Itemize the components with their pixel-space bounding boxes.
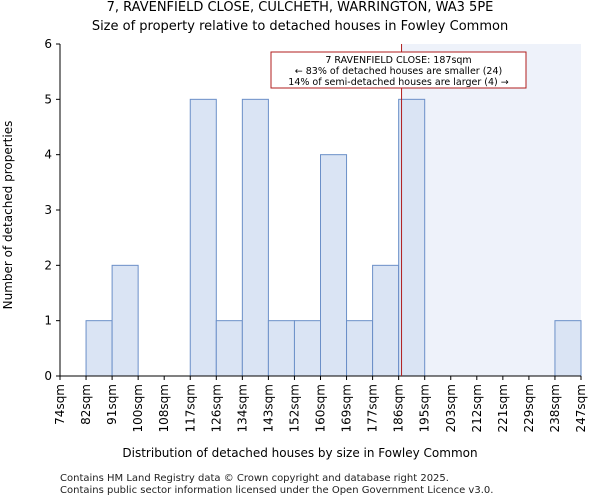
annotation-line: ← 83% of detached houses are smaller (24… — [295, 66, 502, 77]
histogram-bar — [293, 320, 322, 377]
y-tick-label: 4 — [44, 148, 52, 162]
histogram-bar — [215, 320, 243, 377]
histogram-bar — [346, 320, 374, 377]
histogram-bar — [85, 320, 113, 377]
x-tick-label: 91sqm — [105, 384, 119, 425]
x-tick-label: 238sqm — [548, 384, 562, 432]
histogram-bar — [554, 320, 582, 377]
x-tick-label: 186sqm — [392, 384, 406, 432]
annotation-line: 14% of semi-detached houses are larger (… — [288, 77, 508, 88]
footer-copyright: Contains HM Land Registry data © Crown c… — [60, 473, 449, 484]
histogram-chart: Number of detached properties Distributi… — [1, 37, 588, 460]
y-tick-label: 1 — [44, 314, 52, 328]
histogram-bar — [398, 98, 426, 377]
x-tick-label: 169sqm — [340, 384, 354, 432]
x-axis-label: Distribution of detached houses by size … — [122, 446, 477, 460]
x-tick-label: 221sqm — [496, 384, 510, 432]
histogram-bar — [320, 154, 348, 377]
y-tick-label: 2 — [44, 258, 52, 272]
x-tick-label: 229sqm — [522, 384, 536, 432]
y-tick-label: 5 — [44, 92, 52, 106]
y-tick-label: 6 — [44, 37, 52, 51]
chart-subtitle: Size of property relative to detached ho… — [91, 19, 509, 34]
chart-title: 7, RAVENFIELD CLOSE, CULCHETH, WARRINGTO… — [106, 0, 494, 15]
x-tick-label: 126sqm — [209, 384, 223, 432]
histogram-bar — [241, 98, 269, 377]
x-tick-label: 134sqm — [235, 384, 249, 432]
y-axis-label: Number of detached properties — [1, 121, 15, 310]
x-tick-label: 247sqm — [574, 384, 588, 432]
x-tick-label: 177sqm — [366, 384, 380, 432]
x-tick-label: 152sqm — [287, 384, 301, 432]
histogram-bar — [267, 320, 295, 377]
x-tick-label: 117sqm — [183, 384, 197, 432]
x-tick-label: 195sqm — [418, 384, 432, 432]
histogram-bar — [372, 264, 400, 377]
highlight-region — [401, 44, 581, 376]
x-tick-label: 108sqm — [157, 384, 171, 432]
x-tick-label: 100sqm — [131, 384, 145, 432]
y-tick-label: 3 — [44, 203, 52, 217]
x-tick-label: 203sqm — [444, 384, 458, 432]
histogram-bar — [111, 264, 139, 377]
y-tick-label: 0 — [44, 369, 52, 383]
x-tick-label: 82sqm — [79, 384, 93, 425]
x-tick-label: 212sqm — [470, 384, 484, 432]
histogram-bar — [189, 98, 217, 377]
x-tick-label: 143sqm — [261, 384, 275, 432]
annotation-box — [270, 51, 527, 89]
x-tick-label: 74sqm — [53, 384, 67, 425]
footer-licence: Contains public sector information licen… — [60, 485, 494, 496]
annotation-line: 7 RAVENFIELD CLOSE: 187sqm — [325, 55, 471, 66]
x-tick-label: 160sqm — [314, 384, 328, 432]
